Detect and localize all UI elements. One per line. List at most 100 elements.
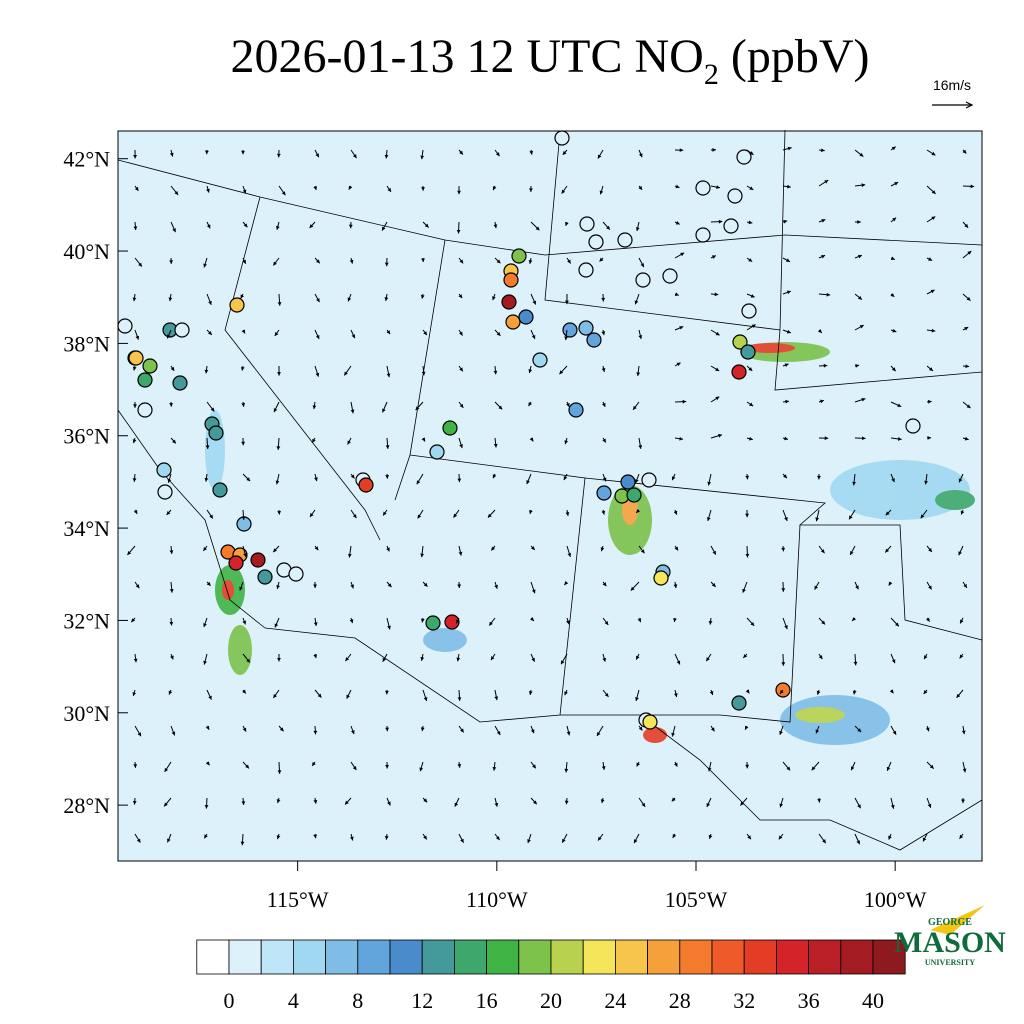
wind-arrow-head xyxy=(526,480,530,485)
wind-arrow-head xyxy=(641,802,646,807)
wind-arrow-head xyxy=(457,478,462,483)
wind-arrow-head xyxy=(602,582,607,587)
wind-arrow-head xyxy=(958,478,963,483)
wind-arrow-head xyxy=(493,370,498,375)
wind-arrow-head xyxy=(351,730,355,735)
title: 2026-01-13 12 UTC NO2 (ppbV) xyxy=(231,30,870,91)
wind-arrow-head xyxy=(709,691,714,695)
wind-arrow-head xyxy=(316,259,320,264)
wind-arrow-head xyxy=(490,656,495,661)
wind-arrow-head xyxy=(671,797,676,802)
colorbar-box xyxy=(486,939,520,975)
wind-arrow-head xyxy=(277,372,281,376)
colorbar-label: 12 xyxy=(411,988,433,1013)
wind-arrow-head xyxy=(168,690,173,695)
wind-arrow-head xyxy=(277,510,282,515)
wind-arrow-head xyxy=(673,618,677,622)
wind-arrow-head xyxy=(454,802,459,807)
wind-arrow-head xyxy=(564,691,568,696)
wind-arrow-head xyxy=(276,446,281,450)
wind-arrow-head xyxy=(924,480,928,485)
wind-arrow-head xyxy=(459,444,463,449)
wind-arrow-head xyxy=(962,768,967,773)
wind-arrow-head xyxy=(529,188,533,192)
wind-arrow-head xyxy=(566,620,570,625)
wind-arrow-head xyxy=(965,364,970,369)
colorbar-box xyxy=(518,939,552,975)
wind-arrow-head xyxy=(675,221,680,225)
wind-arrow-head xyxy=(386,330,391,335)
wind-arrow-head xyxy=(459,259,464,264)
wind-arrow-head xyxy=(167,478,172,483)
wind-arrow-head xyxy=(674,292,679,296)
wind-arrow-head xyxy=(420,294,425,299)
wind-arrow-head xyxy=(599,257,604,262)
wind-arrow-head xyxy=(276,799,281,804)
wind-arrow-head xyxy=(822,839,826,844)
wind-arrow-head xyxy=(786,290,791,295)
wind-arrow-head xyxy=(890,804,895,809)
wind-arrow-head xyxy=(564,581,569,586)
wind-arrow-head xyxy=(850,550,854,555)
colorbar-label: 40 xyxy=(862,988,884,1013)
wind-arrow-head xyxy=(495,836,500,841)
wind-arrow-head xyxy=(457,697,462,701)
wind-arrow-head xyxy=(718,219,723,224)
colorbar-label: 8 xyxy=(352,988,363,1013)
wind-arrow-head xyxy=(171,731,176,736)
wind-arrow-head xyxy=(204,834,208,839)
wind-arrow-head xyxy=(786,766,791,771)
wind-arrow-head xyxy=(169,621,174,626)
wind-arrow-head xyxy=(275,480,280,485)
wind-arrow-head xyxy=(352,766,357,771)
wind-arrow-head xyxy=(458,294,463,299)
wind-arrow-head xyxy=(712,550,716,555)
wind-arrow-head xyxy=(635,479,639,484)
wind-arrow-head xyxy=(313,834,318,839)
wind-arrow-head xyxy=(423,697,428,701)
colorbar-box xyxy=(808,939,842,975)
wind-arrow-head xyxy=(531,657,535,662)
wind-arrow-head xyxy=(345,657,350,662)
wind-arrow-head xyxy=(716,185,720,189)
wind-arrow-head xyxy=(135,335,140,340)
wind-arrow-head xyxy=(208,695,212,700)
colorbar-box xyxy=(260,939,294,975)
wind-arrow-head xyxy=(415,406,420,411)
wind-arrow-head xyxy=(133,404,137,408)
wind-arrow-head xyxy=(928,585,932,590)
wind-arrow-head xyxy=(275,225,280,230)
wind-arrow-head xyxy=(748,367,753,371)
colorbar-box xyxy=(872,939,906,975)
wind-arrow-head xyxy=(241,403,246,407)
wind-arrow-head xyxy=(861,397,866,402)
wind-arrow-head xyxy=(530,729,535,734)
wind-arrow-head xyxy=(133,154,137,159)
wind-arrow-head xyxy=(679,436,684,441)
wind-arrow-head xyxy=(784,436,788,441)
wind-arrow-head xyxy=(133,226,138,231)
wind-arrow-head xyxy=(564,440,569,445)
wind-arrow-head xyxy=(859,152,864,157)
wind-arrow-head xyxy=(385,690,389,695)
wind-arrow-head xyxy=(132,439,137,444)
wind-arrow-head xyxy=(857,220,861,224)
wind-arrow-head xyxy=(745,475,750,480)
wind-arrow-head xyxy=(920,514,925,519)
wind-arrow-head xyxy=(742,588,746,593)
wind-arrow-head xyxy=(205,150,209,155)
colorbar-box xyxy=(453,939,487,975)
wind-arrow-head xyxy=(966,296,971,301)
wind-arrow-head xyxy=(276,153,281,158)
wind-arrow-head xyxy=(169,260,174,264)
wind-arrow-head xyxy=(676,660,681,665)
wind-arrow-head xyxy=(350,474,355,479)
wind-arrow-head xyxy=(820,549,825,554)
wind-arrow-head xyxy=(888,835,892,840)
wind-arrow-head xyxy=(604,692,609,697)
wind-arrow-head xyxy=(529,150,534,155)
wind-arrow-head xyxy=(964,327,969,331)
wind-arrow-head xyxy=(132,692,137,697)
wind-arrow-head xyxy=(424,223,429,228)
wind-arrow-head xyxy=(528,691,533,695)
